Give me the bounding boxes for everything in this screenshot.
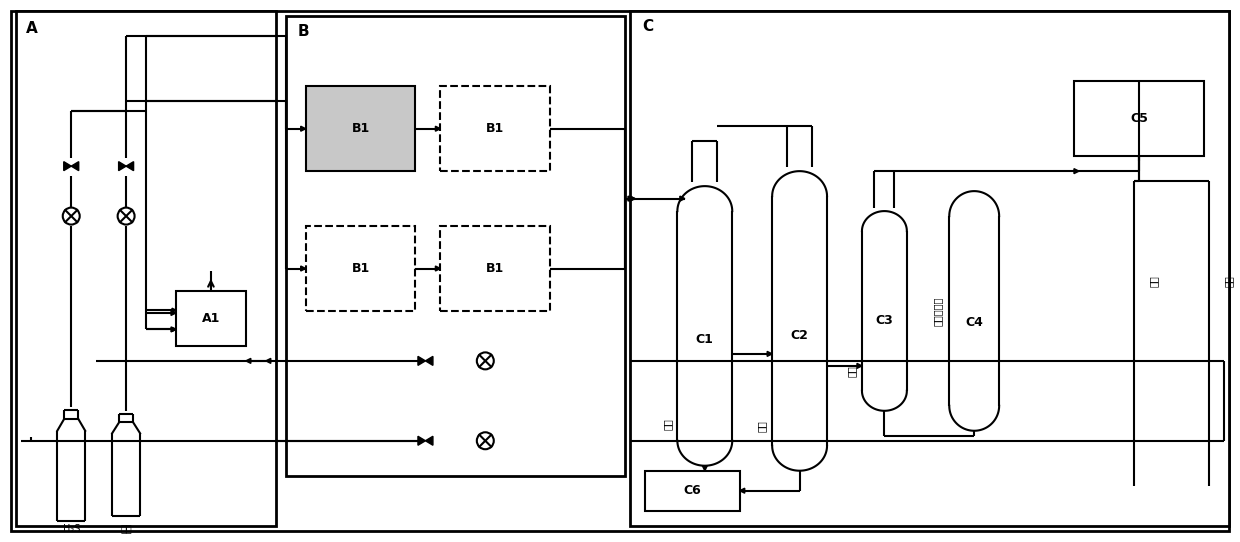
Polygon shape	[418, 436, 425, 445]
Text: H₂S: H₂S	[62, 524, 79, 534]
Text: C: C	[642, 20, 653, 34]
Bar	[677, 211, 733, 441]
Text: C3: C3	[875, 314, 893, 327]
Polygon shape	[425, 357, 433, 365]
Polygon shape	[627, 196, 632, 201]
Polygon shape	[425, 436, 433, 445]
Polygon shape	[301, 126, 306, 131]
Polygon shape	[63, 162, 71, 171]
Polygon shape	[950, 406, 999, 431]
Text: A: A	[26, 21, 38, 36]
Bar	[950, 216, 999, 406]
Bar	[440, 86, 551, 171]
Text: C4: C4	[965, 317, 983, 330]
Polygon shape	[862, 391, 906, 411]
Polygon shape	[435, 266, 440, 271]
Polygon shape	[1074, 169, 1079, 173]
Polygon shape	[773, 171, 827, 196]
Polygon shape	[246, 358, 250, 363]
Text: B1: B1	[486, 122, 505, 135]
Text: 液硫: 液硫	[662, 418, 672, 430]
Polygon shape	[418, 357, 425, 365]
Text: C2: C2	[791, 330, 808, 343]
Bar	[306, 86, 415, 171]
Bar	[57, 431, 86, 521]
Text: 解吸硫化氢: 解吸硫化氢	[932, 296, 942, 326]
Text: B: B	[298, 24, 309, 40]
Text: B1: B1	[351, 262, 370, 275]
Bar	[1074, 81, 1204, 156]
Polygon shape	[773, 446, 827, 470]
Polygon shape	[435, 126, 440, 131]
Polygon shape	[677, 441, 733, 466]
Bar	[645, 470, 740, 511]
Polygon shape	[265, 358, 270, 363]
Text: A1: A1	[202, 312, 221, 325]
Bar	[112, 433, 140, 515]
Polygon shape	[172, 308, 176, 312]
Polygon shape	[630, 196, 635, 201]
Bar	[440, 226, 551, 311]
Text: C1: C1	[696, 333, 714, 346]
Polygon shape	[740, 488, 745, 493]
Bar	[630, 11, 1229, 526]
Polygon shape	[301, 266, 306, 271]
Polygon shape	[119, 162, 126, 171]
Text: C5: C5	[1130, 112, 1148, 125]
Text: 氮气: 氮气	[1224, 275, 1234, 287]
Text: 胺液: 胺液	[847, 365, 857, 377]
Text: 空气: 空气	[120, 524, 131, 534]
Polygon shape	[171, 311, 176, 315]
Polygon shape	[630, 196, 635, 201]
Bar	[862, 231, 906, 391]
Polygon shape	[702, 466, 707, 470]
Polygon shape	[857, 363, 862, 369]
Bar	[773, 196, 827, 446]
Bar	[176, 291, 246, 346]
Bar	[285, 16, 625, 476]
Polygon shape	[950, 191, 999, 216]
Polygon shape	[680, 196, 684, 201]
Text: 尾气: 尾气	[1148, 275, 1159, 287]
Bar	[306, 226, 415, 311]
Polygon shape	[71, 162, 78, 171]
Polygon shape	[126, 162, 134, 171]
Polygon shape	[768, 351, 773, 357]
Polygon shape	[172, 327, 176, 331]
Bar	[16, 11, 275, 526]
Polygon shape	[677, 186, 733, 211]
Polygon shape	[171, 327, 176, 332]
Polygon shape	[862, 211, 906, 231]
Text: C6: C6	[683, 484, 701, 497]
Text: 固硫: 固硫	[758, 420, 768, 431]
Text: B1: B1	[351, 122, 370, 135]
Text: B1: B1	[486, 262, 505, 275]
